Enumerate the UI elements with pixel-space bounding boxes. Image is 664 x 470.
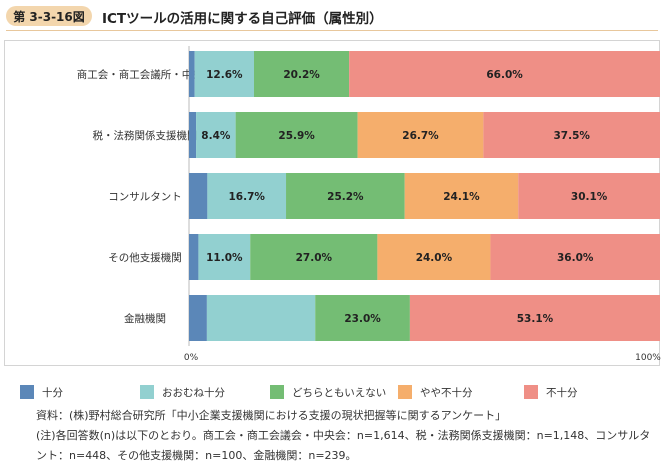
legend-label: 不十分 [546, 386, 578, 399]
bar-segment [196, 112, 236, 158]
bar-segment [189, 173, 208, 219]
data-label: 8.4% [201, 130, 231, 142]
data-label: 25.2% [327, 191, 364, 203]
legend-swatch [524, 385, 538, 399]
title-underline [6, 30, 658, 31]
data-label: 27.0% [296, 252, 333, 264]
figure-title: ICTツールの活用に関する自己評価（属性別） [102, 11, 383, 27]
bar-segment [518, 173, 660, 219]
bar-segment [250, 234, 378, 280]
data-label: 37.5% [553, 130, 590, 142]
bar-segment [349, 51, 660, 97]
bar-segment [377, 234, 491, 280]
data-label: 25.9% [278, 130, 315, 142]
respondent-count-note: (注)各回答数(n)は以下のとおり。商工会・商工会議会・中央会：n=1,614、… [36, 429, 651, 462]
bar-segment [253, 51, 350, 97]
category-label: その他支援機関 [108, 251, 182, 264]
bar-segment [490, 234, 660, 280]
legend-swatch [140, 385, 154, 399]
legend-swatch [270, 385, 284, 399]
legend-label: 十分 [42, 386, 63, 399]
bar-segment [404, 173, 519, 219]
bar-segment [194, 51, 254, 97]
category-label: コンサルタント [108, 191, 182, 203]
legend-swatch [20, 385, 34, 399]
data-label: 36.0% [557, 252, 594, 264]
data-label: 20.2% [283, 69, 320, 81]
bar-segment [286, 173, 405, 219]
legend-label: やや不十分 [420, 386, 473, 399]
bar-segment [483, 112, 660, 158]
data-label: 12.6% [206, 69, 243, 81]
category-label: 商工会・商工会議所・中央会 [77, 68, 214, 81]
data-label: 24.0% [416, 252, 453, 264]
legend-label: おおむね十分 [162, 386, 225, 399]
data-label: 66.0% [486, 69, 523, 81]
bar-segment [315, 295, 410, 341]
data-label: 16.7% [228, 191, 265, 203]
data-label: 23.0% [344, 313, 381, 325]
category-label: 金融機関 [124, 312, 166, 325]
bar-segment [189, 112, 197, 158]
category-label: 税・法務関係支援機関 [93, 129, 198, 142]
bar-segment [357, 112, 484, 158]
bar-segment [409, 295, 660, 341]
bar-segment [189, 234, 199, 280]
legend-label: どちらともいえない [292, 387, 386, 399]
x-tick-label: 0% [184, 353, 199, 363]
source-note: 資料：(株)野村総合研究所「中小企業支援機関における支援の現状把握等に関するアン… [36, 409, 507, 422]
bar-segment [206, 295, 316, 341]
data-label: 26.7% [402, 130, 439, 142]
data-label: 30.1% [571, 191, 608, 203]
notes-block: 資料：(株)野村総合研究所「中小企業支援機関における支援の現状把握等に関するアン… [36, 406, 658, 466]
bar-segment [207, 173, 287, 219]
data-label: 53.1% [517, 313, 554, 325]
bar-segment [235, 112, 358, 158]
bar-segment [198, 234, 251, 280]
bar-segment [189, 295, 207, 341]
figure-number-badge: 第 3-3-16図 [6, 6, 92, 26]
data-label: 11.0% [206, 252, 243, 264]
bar-segment [189, 51, 195, 97]
legend-swatch [398, 385, 412, 399]
data-label: 24.1% [443, 191, 480, 203]
x-tick-label: 100% [635, 353, 661, 363]
